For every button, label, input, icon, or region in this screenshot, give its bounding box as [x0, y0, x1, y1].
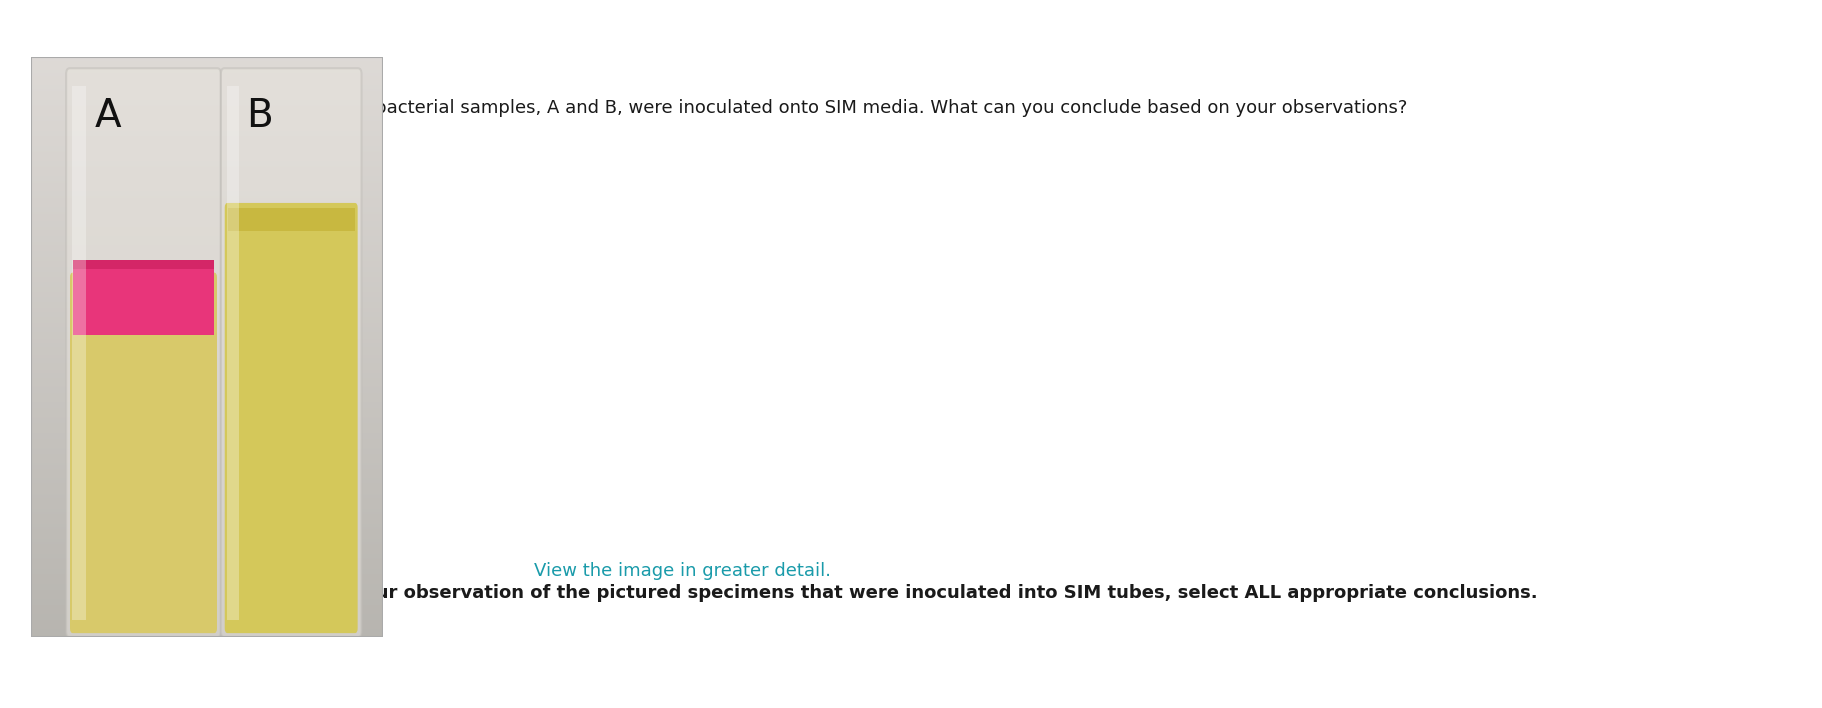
- FancyBboxPatch shape: [69, 273, 217, 633]
- Text: B: B: [246, 97, 273, 135]
- Text: A: A: [95, 97, 122, 135]
- Text: Two different bacterial samples, A and B, were inoculated onto SIM media. What c: Two different bacterial samples, A and B…: [253, 98, 1408, 117]
- FancyBboxPatch shape: [224, 203, 357, 633]
- FancyBboxPatch shape: [220, 68, 361, 637]
- Bar: [228, 86, 239, 620]
- Bar: [73, 260, 215, 336]
- Text: Based on your observation of the pictured specimens that were inoculated into SI: Based on your observation of the picture…: [253, 584, 1538, 602]
- Bar: [73, 260, 215, 268]
- Bar: [228, 207, 355, 231]
- Bar: [73, 86, 86, 620]
- Text: View the image in greater detail.: View the image in greater detail.: [534, 562, 831, 580]
- FancyBboxPatch shape: [66, 68, 220, 637]
